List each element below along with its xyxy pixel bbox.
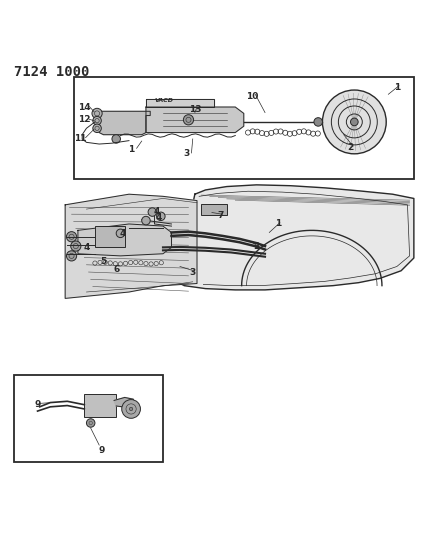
Circle shape (183, 115, 193, 125)
Bar (14, 375, 163, 462)
Circle shape (71, 241, 81, 251)
Text: 13: 13 (189, 104, 201, 114)
Circle shape (66, 251, 77, 261)
Bar (74, 77, 414, 179)
Circle shape (122, 400, 140, 418)
Text: 14: 14 (78, 102, 91, 111)
Polygon shape (146, 107, 244, 133)
Text: 1: 1 (394, 83, 400, 92)
Bar (84, 394, 116, 417)
Circle shape (148, 208, 157, 216)
Text: 7: 7 (217, 211, 223, 220)
Bar (201, 204, 227, 215)
Circle shape (66, 232, 77, 242)
Circle shape (93, 124, 101, 133)
Text: 4: 4 (153, 207, 160, 216)
Text: 3: 3 (190, 268, 196, 277)
Bar (95, 226, 125, 247)
Text: VACD: VACD (155, 99, 173, 103)
Polygon shape (146, 99, 214, 107)
Circle shape (93, 116, 101, 125)
Text: 7124 1000: 7124 1000 (14, 64, 89, 78)
Circle shape (322, 90, 386, 154)
Text: 9: 9 (34, 400, 41, 409)
Text: 12: 12 (78, 115, 91, 124)
Circle shape (92, 108, 102, 118)
Text: 6: 6 (113, 265, 119, 274)
Circle shape (129, 407, 133, 410)
Circle shape (314, 118, 322, 126)
Circle shape (157, 212, 165, 221)
Polygon shape (78, 224, 172, 256)
Polygon shape (65, 194, 197, 298)
Circle shape (351, 118, 358, 126)
Circle shape (142, 216, 150, 225)
Text: 2: 2 (347, 143, 353, 152)
Text: 3: 3 (183, 149, 190, 158)
Polygon shape (99, 111, 150, 135)
Text: 2: 2 (253, 242, 260, 251)
Text: 11: 11 (74, 134, 86, 143)
Polygon shape (159, 185, 414, 290)
Text: 10: 10 (246, 92, 259, 101)
Circle shape (116, 229, 125, 238)
Text: 4: 4 (119, 229, 126, 238)
Text: 5: 5 (100, 257, 107, 266)
Text: 4: 4 (83, 243, 89, 252)
Text: 1: 1 (128, 145, 134, 154)
Text: 1: 1 (275, 220, 281, 229)
Text: 4: 4 (155, 213, 162, 222)
Circle shape (112, 135, 120, 143)
Circle shape (86, 419, 95, 427)
Polygon shape (114, 398, 135, 408)
Text: 9: 9 (98, 446, 104, 455)
